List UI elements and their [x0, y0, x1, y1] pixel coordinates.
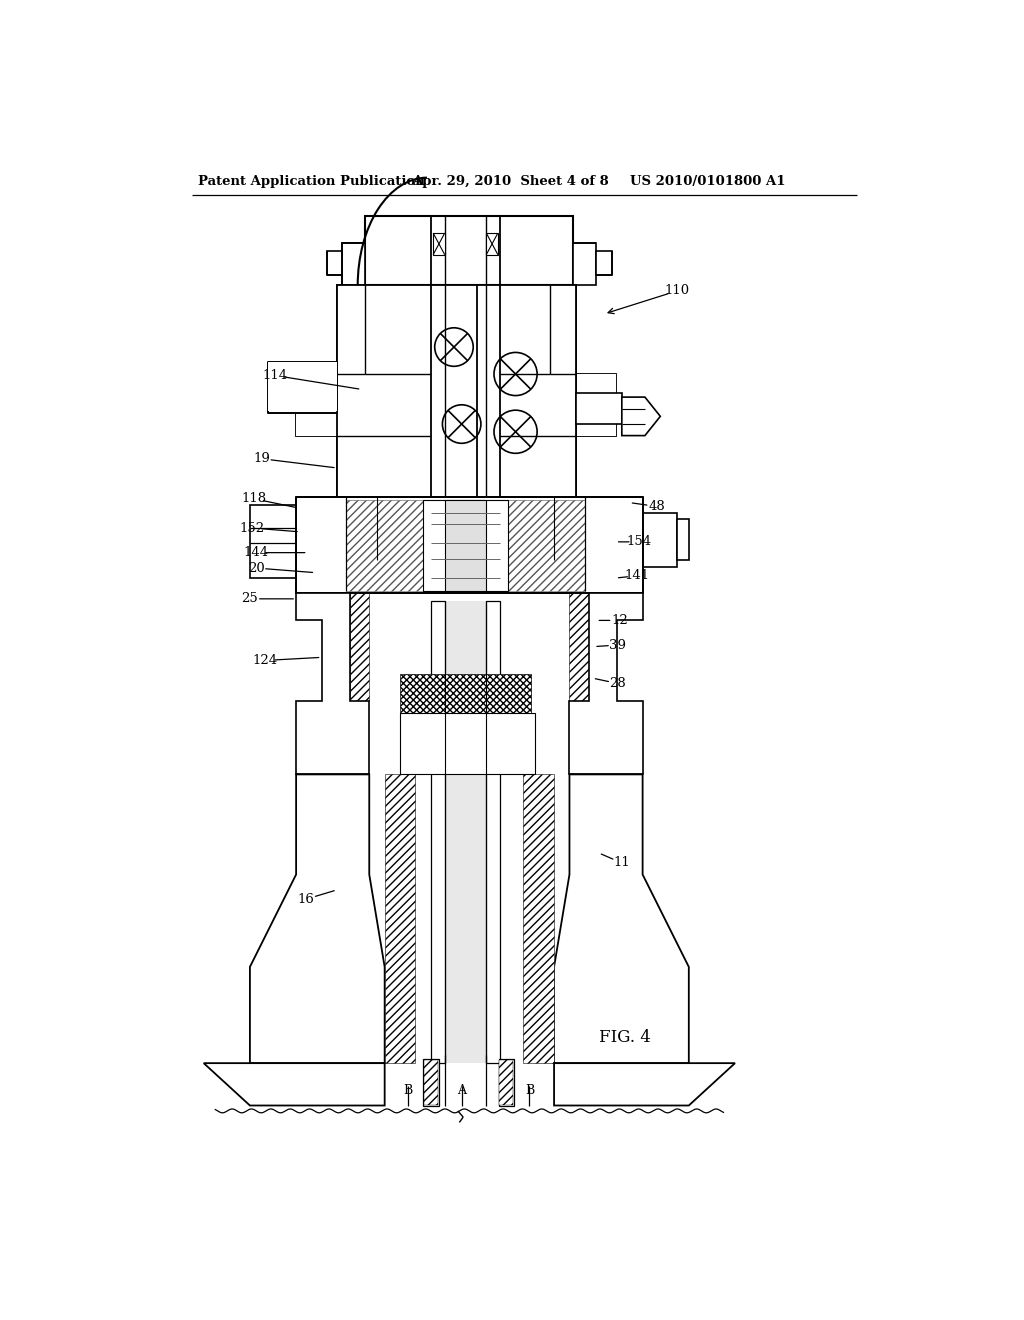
- Bar: [423, 1059, 438, 1106]
- Bar: [385, 775, 416, 1063]
- Bar: [350, 594, 370, 701]
- Text: A: A: [457, 1084, 466, 1097]
- Bar: [486, 220, 500, 281]
- Bar: [298, 702, 367, 772]
- Text: B: B: [403, 1084, 413, 1097]
- Bar: [337, 285, 575, 498]
- Bar: [569, 594, 589, 701]
- Bar: [677, 519, 689, 561]
- Text: 28: 28: [609, 677, 627, 690]
- Text: 124: 124: [253, 653, 278, 667]
- Bar: [342, 243, 366, 285]
- Bar: [477, 285, 575, 498]
- Polygon shape: [296, 285, 615, 498]
- Text: Patent Application Publication: Patent Application Publication: [199, 176, 425, 187]
- Bar: [444, 601, 486, 1063]
- Polygon shape: [255, 779, 380, 1059]
- Text: US 2010/0101800 A1: US 2010/0101800 A1: [630, 176, 785, 187]
- Text: 114: 114: [263, 370, 288, 381]
- Bar: [431, 601, 444, 1063]
- Polygon shape: [296, 285, 615, 498]
- Polygon shape: [622, 397, 660, 436]
- Bar: [444, 289, 486, 494]
- Bar: [424, 1060, 438, 1105]
- Polygon shape: [296, 594, 370, 775]
- Bar: [431, 220, 444, 281]
- Text: Apr. 29, 2010  Sheet 4 of 8: Apr. 29, 2010 Sheet 4 of 8: [412, 176, 608, 187]
- Bar: [267, 363, 337, 411]
- Bar: [620, 595, 640, 619]
- Text: 118: 118: [242, 492, 266, 506]
- Text: 16: 16: [298, 892, 314, 906]
- Bar: [573, 243, 596, 285]
- Text: 154: 154: [627, 536, 651, 548]
- Text: 12: 12: [611, 614, 628, 627]
- Text: FIG. 4: FIG. 4: [599, 1030, 650, 1047]
- Bar: [433, 234, 444, 255]
- Text: 141: 141: [625, 569, 650, 582]
- Text: 144: 144: [244, 546, 268, 560]
- Text: 11: 11: [613, 857, 630, 870]
- Bar: [346, 500, 431, 591]
- Bar: [444, 500, 486, 591]
- Bar: [275, 376, 322, 405]
- Bar: [486, 601, 500, 1063]
- Text: 19: 19: [253, 453, 270, 465]
- Bar: [327, 251, 342, 276]
- Text: 20: 20: [248, 561, 264, 574]
- Bar: [366, 216, 573, 285]
- Polygon shape: [554, 1063, 735, 1106]
- Bar: [298, 595, 319, 619]
- Bar: [523, 775, 554, 1063]
- Polygon shape: [554, 775, 689, 1063]
- Bar: [499, 1059, 514, 1106]
- Bar: [486, 234, 498, 255]
- Polygon shape: [569, 594, 643, 775]
- Text: 39: 39: [609, 639, 627, 652]
- Text: 152: 152: [240, 521, 265, 535]
- Bar: [596, 251, 611, 276]
- Bar: [500, 500, 585, 591]
- Bar: [572, 702, 640, 772]
- Bar: [643, 512, 677, 566]
- Bar: [342, 243, 366, 285]
- Bar: [400, 713, 535, 775]
- Polygon shape: [204, 1063, 385, 1106]
- Polygon shape: [559, 779, 684, 1059]
- Bar: [296, 498, 643, 594]
- Bar: [400, 675, 531, 713]
- Bar: [423, 500, 508, 591]
- Text: 25: 25: [242, 593, 258, 606]
- Polygon shape: [250, 775, 385, 1063]
- Bar: [250, 506, 296, 578]
- Bar: [267, 363, 337, 412]
- Bar: [500, 1060, 513, 1105]
- Text: 110: 110: [665, 284, 690, 297]
- Bar: [575, 393, 622, 424]
- Text: B: B: [524, 1084, 535, 1097]
- Text: 48: 48: [648, 500, 665, 513]
